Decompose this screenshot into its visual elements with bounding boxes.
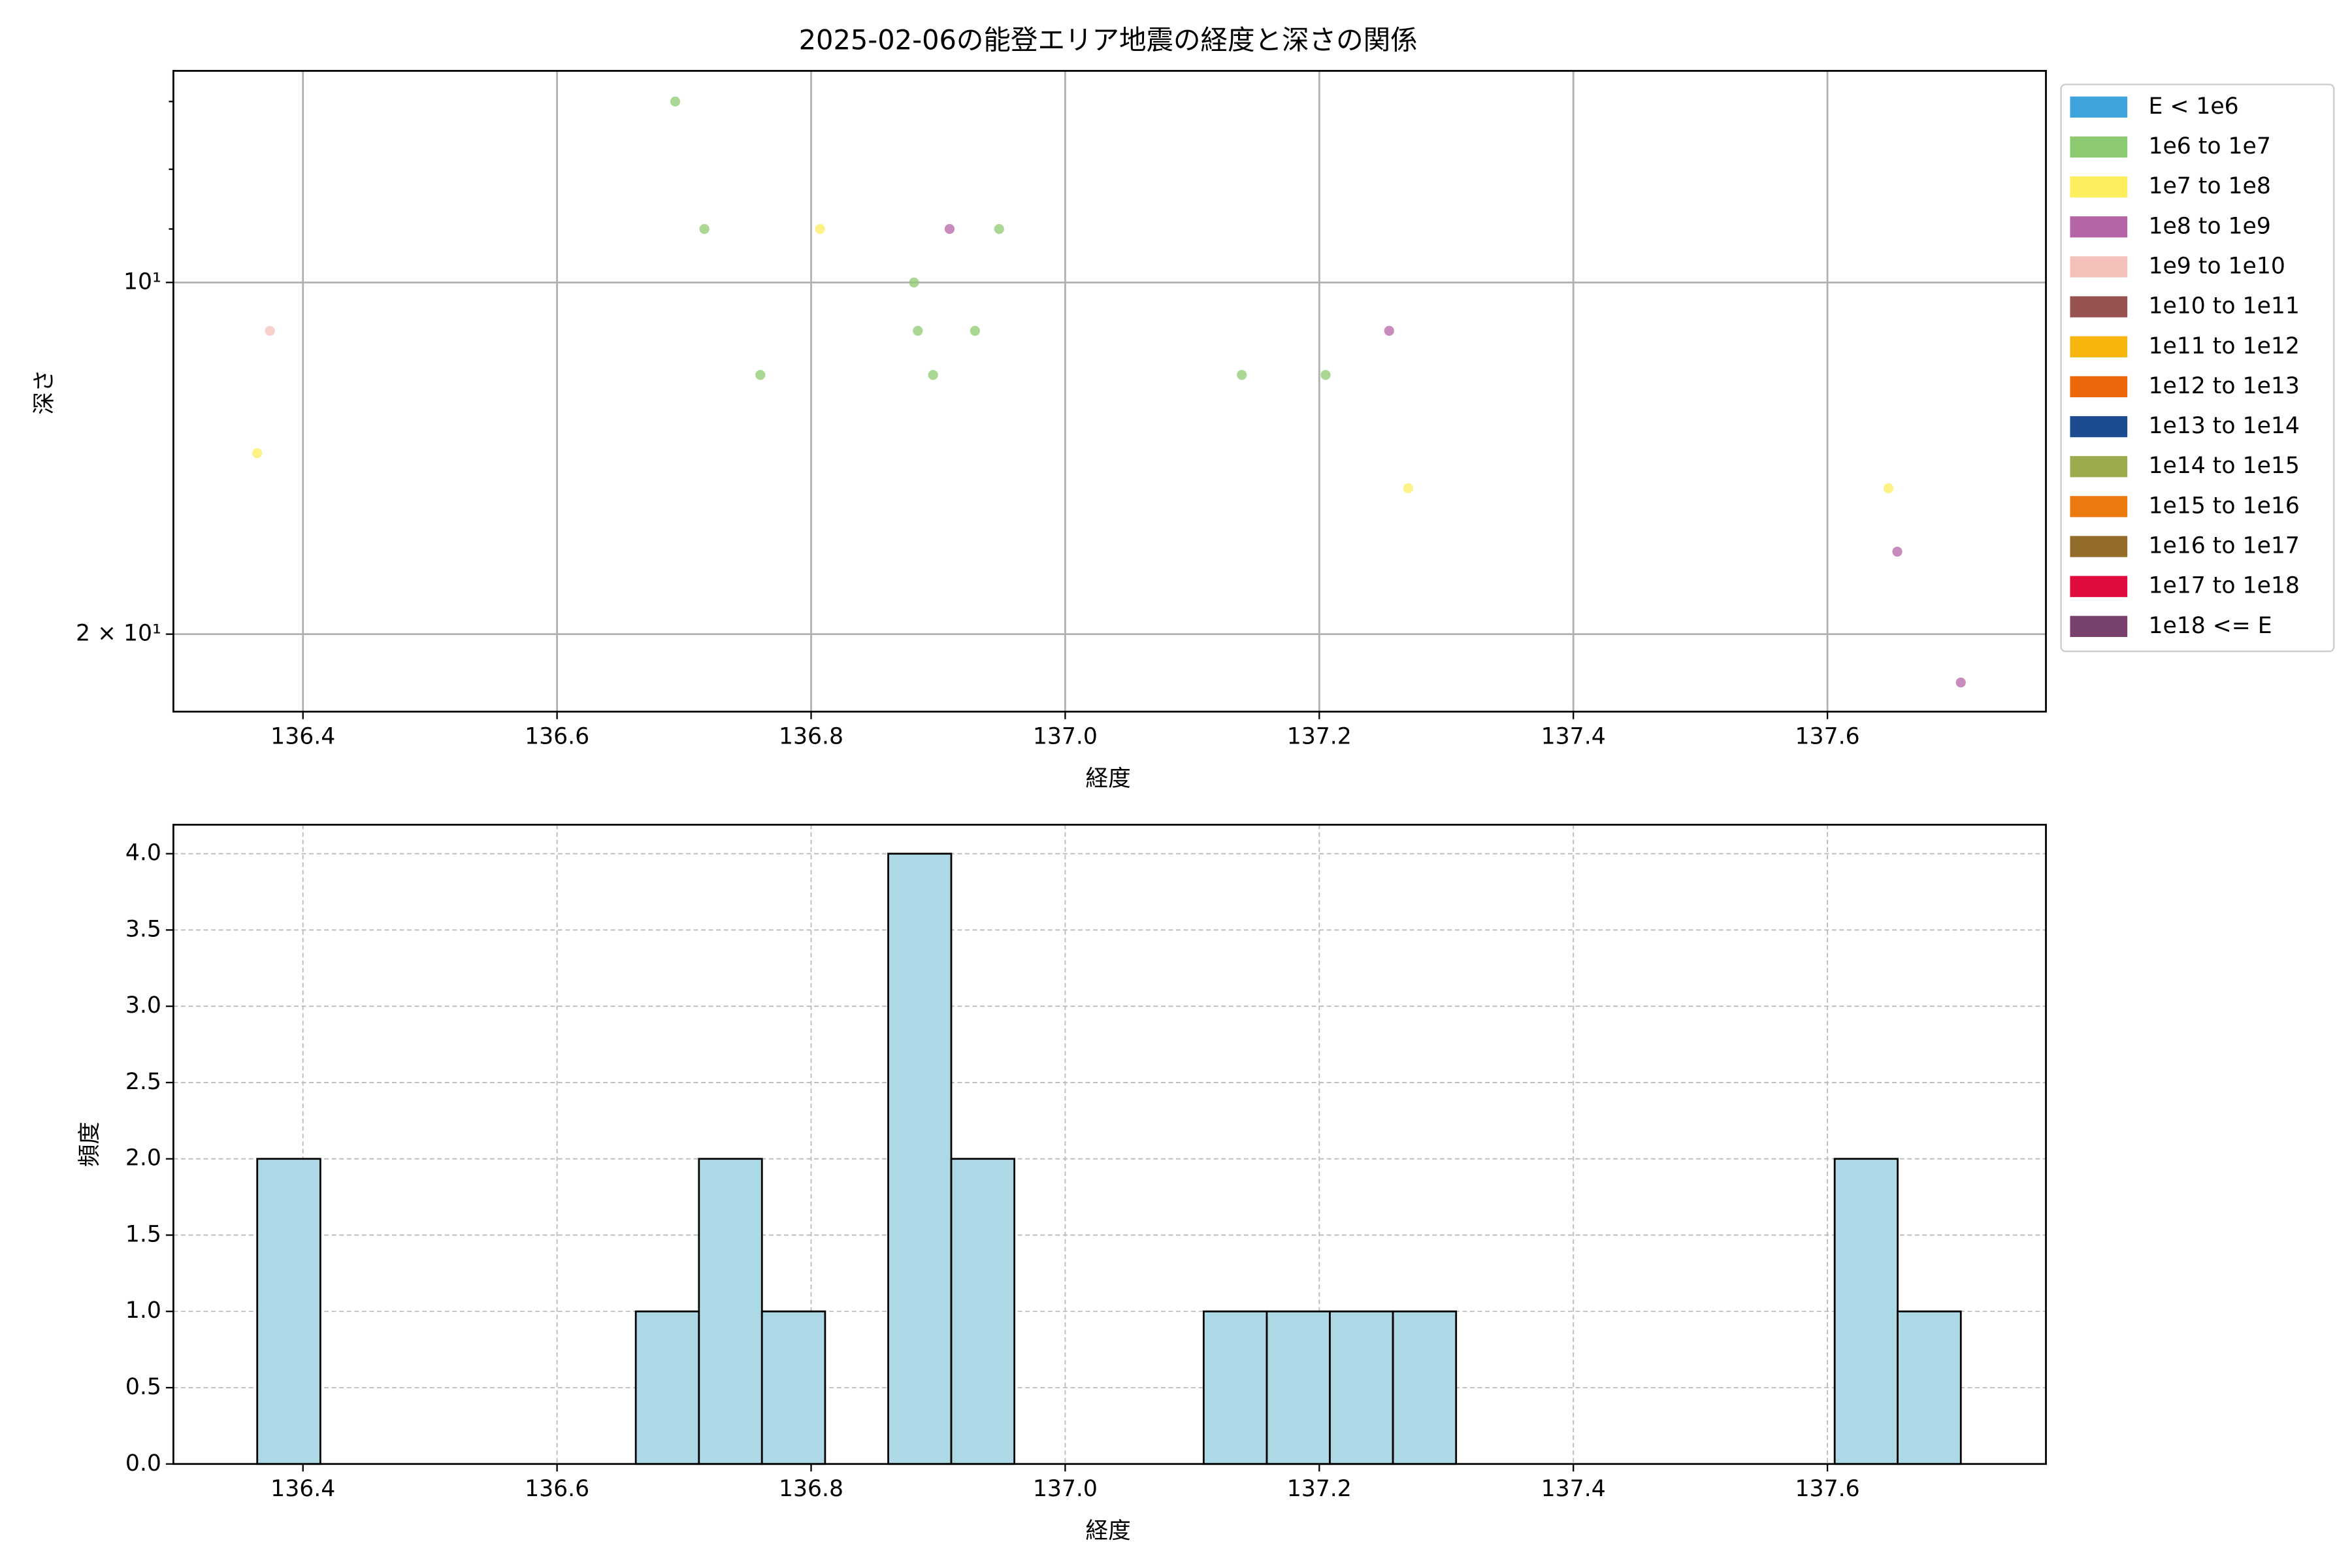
plot-frame bbox=[172, 823, 2047, 1465]
bar bbox=[256, 1158, 321, 1465]
legend-swatch bbox=[2070, 416, 2128, 438]
legend-label: 1e18 <= E bbox=[2148, 613, 2272, 639]
legend-swatch bbox=[2070, 576, 2128, 597]
chart-title: 2025-02-06の能登エリア地震の経度と深さの関係 bbox=[799, 24, 1418, 56]
legend-box bbox=[2060, 84, 2335, 653]
point bbox=[1883, 483, 1894, 493]
point bbox=[994, 223, 1004, 235]
point bbox=[815, 223, 825, 235]
x-axis-label: 経度 bbox=[1086, 766, 1131, 792]
point bbox=[928, 370, 938, 380]
plot-frame bbox=[172, 70, 2047, 713]
point bbox=[1892, 546, 1903, 557]
y-tick-label: 2.0 bbox=[125, 1145, 161, 1171]
point bbox=[1384, 325, 1394, 336]
point bbox=[699, 223, 710, 235]
legend-swatch bbox=[2070, 536, 2128, 557]
x-tick-label: 137.0 bbox=[1033, 723, 1098, 749]
point bbox=[944, 223, 955, 235]
x-tick-label: 137.6 bbox=[1795, 1476, 1860, 1502]
y-tick-label: 3.0 bbox=[125, 992, 161, 1019]
x-tick-label: 136.8 bbox=[779, 723, 843, 749]
point bbox=[252, 448, 263, 459]
y-tick-label: 3.5 bbox=[125, 916, 161, 942]
legend-swatch bbox=[2070, 96, 2128, 118]
bar bbox=[1329, 1310, 1394, 1465]
x-tick-label: 137.2 bbox=[1287, 723, 1352, 749]
legend-swatch bbox=[2070, 296, 2128, 318]
point bbox=[265, 325, 275, 336]
bar bbox=[1392, 1310, 1458, 1465]
y-tick-label: 4.0 bbox=[125, 840, 161, 866]
x-tick-label: 137.4 bbox=[1541, 1476, 1606, 1502]
point bbox=[913, 325, 923, 336]
legend-label: E < 1e6 bbox=[2148, 93, 2238, 120]
legend-label: 1e11 to 1e12 bbox=[2148, 333, 2299, 359]
legend-swatch bbox=[2070, 376, 2128, 398]
bar bbox=[887, 853, 953, 1465]
y-axis-label: 頻度 bbox=[76, 1122, 103, 1167]
point bbox=[970, 325, 980, 336]
y-tick-label: 1.0 bbox=[125, 1298, 161, 1324]
point bbox=[1237, 370, 1247, 380]
legend-label: 1e8 to 1e9 bbox=[2148, 213, 2270, 239]
legend-swatch bbox=[2070, 216, 2128, 238]
point bbox=[1403, 483, 1414, 493]
legend-swatch bbox=[2070, 496, 2128, 517]
x-tick-label: 136.6 bbox=[525, 723, 589, 749]
x-tick-label: 137.4 bbox=[1541, 723, 1606, 749]
legend-label: 1e15 to 1e16 bbox=[2148, 493, 2299, 519]
legend-label: 1e10 to 1e11 bbox=[2148, 293, 2299, 319]
legend-swatch bbox=[2070, 176, 2128, 198]
x-tick-label: 136.6 bbox=[525, 1476, 589, 1502]
x-axis-label: 経度 bbox=[1086, 1518, 1131, 1544]
y-tick-label: 2 × 10¹ bbox=[76, 621, 161, 647]
legend-label: 1e7 to 1e8 bbox=[2148, 173, 2270, 199]
legend-swatch bbox=[2070, 256, 2128, 278]
point bbox=[670, 96, 681, 106]
y-tick-label: 1.5 bbox=[125, 1221, 161, 1247]
bar bbox=[760, 1310, 826, 1465]
bar bbox=[1833, 1158, 1899, 1465]
x-tick-label: 137.6 bbox=[1795, 723, 1860, 749]
y-tick-label: 2.5 bbox=[125, 1069, 161, 1095]
bar bbox=[1202, 1310, 1268, 1465]
y-tick-label: 10¹ bbox=[123, 269, 161, 295]
y-axis-label: 深さ bbox=[31, 369, 57, 414]
point bbox=[1955, 678, 1966, 688]
y-tick-label: 0.5 bbox=[125, 1374, 161, 1400]
y-tick-label: 0.0 bbox=[125, 1450, 161, 1477]
legend-swatch bbox=[2070, 456, 2128, 478]
legend-label: 1e14 to 1e15 bbox=[2148, 453, 2299, 479]
legend-label: 1e16 to 1e17 bbox=[2148, 533, 2299, 559]
bar bbox=[1266, 1310, 1331, 1465]
legend-label: 1e13 to 1e14 bbox=[2148, 413, 2299, 439]
legend-label: 1e12 to 1e13 bbox=[2148, 373, 2299, 399]
bar bbox=[1897, 1310, 1962, 1465]
bar bbox=[698, 1158, 763, 1465]
point bbox=[755, 370, 766, 380]
legend-label: 1e17 to 1e18 bbox=[2148, 573, 2299, 599]
legend-label: 1e9 to 1e10 bbox=[2148, 253, 2285, 279]
legend-swatch bbox=[2070, 615, 2128, 637]
legend-swatch bbox=[2070, 136, 2128, 158]
x-tick-label: 137.2 bbox=[1287, 1476, 1352, 1502]
legend-label: 1e6 to 1e7 bbox=[2148, 133, 2270, 159]
legend-swatch bbox=[2070, 336, 2128, 357]
x-tick-label: 136.8 bbox=[779, 1476, 843, 1502]
bar bbox=[634, 1310, 700, 1465]
x-tick-label: 136.4 bbox=[270, 723, 335, 749]
point bbox=[1320, 370, 1331, 380]
bar bbox=[950, 1158, 1016, 1465]
x-tick-label: 136.4 bbox=[270, 1476, 335, 1502]
x-tick-label: 137.0 bbox=[1033, 1476, 1098, 1502]
point bbox=[909, 277, 919, 287]
